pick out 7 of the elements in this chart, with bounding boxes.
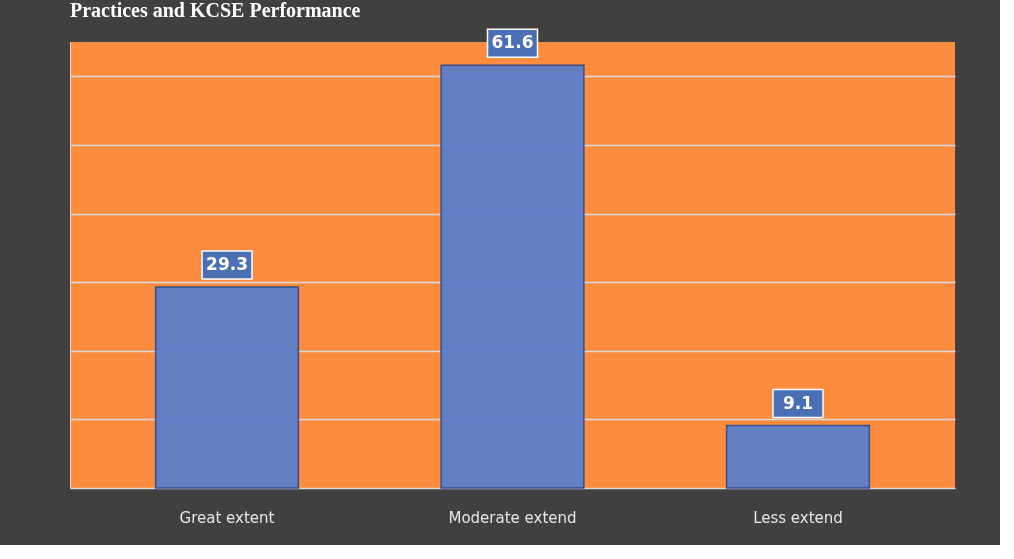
- data-label: 9.1: [782, 392, 814, 413]
- data-label: 29.3: [206, 253, 248, 274]
- chart-title: Practices and KCSE Performance: [70, 0, 361, 21]
- data-label: 61.6: [491, 32, 534, 53]
- x-tick-label: Moderate extend: [448, 508, 577, 527]
- x-tick-label: Great extent: [179, 508, 275, 527]
- x-tick-label: Less extend: [753, 508, 843, 527]
